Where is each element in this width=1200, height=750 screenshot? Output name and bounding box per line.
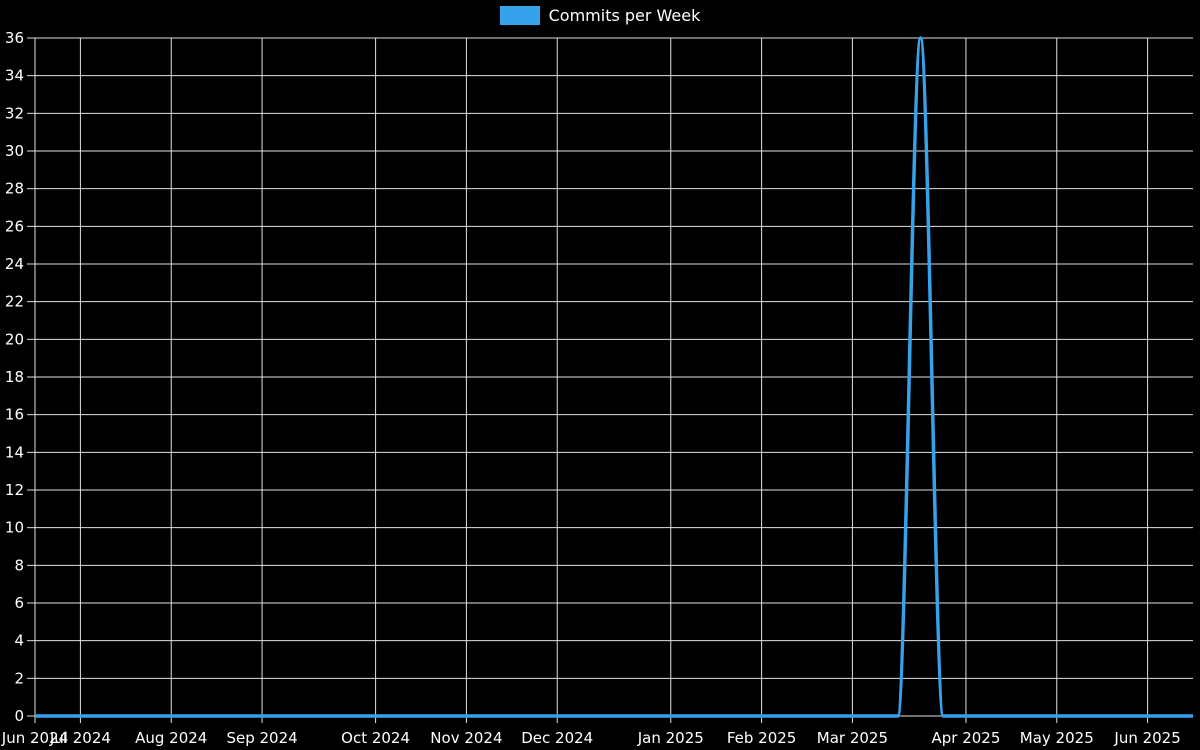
- chart-legend: Commits per Week: [0, 6, 1200, 25]
- x-tick-label: Jun 2025: [1113, 729, 1180, 747]
- y-tick-label: 36: [5, 29, 24, 47]
- x-tick-label: Apr 2025: [931, 729, 1000, 747]
- legend-swatch: [499, 6, 540, 25]
- y-tick-label: 20: [5, 330, 24, 348]
- x-tick-label: Mar 2025: [817, 729, 888, 747]
- y-tick-label: 30: [5, 142, 24, 160]
- series-line-commits-per-week: [35, 36, 1193, 718]
- x-tick-label: Oct 2024: [341, 729, 410, 747]
- y-tick-label: 24: [5, 255, 24, 273]
- y-tick-label: 12: [5, 481, 24, 499]
- x-tick-label: Jul 2024: [49, 729, 111, 747]
- x-tick-label: Jan 2025: [637, 729, 704, 747]
- y-tick-label: 34: [5, 67, 24, 85]
- x-tick-label: Aug 2024: [135, 729, 207, 747]
- x-tick-label: Dec 2024: [521, 729, 593, 747]
- x-tick-label: Jun 2024: [1, 729, 68, 747]
- y-tick-label: 8: [14, 556, 24, 574]
- y-tick-label: 16: [5, 406, 24, 424]
- y-tick-label: 28: [5, 180, 24, 198]
- y-tick-label: 32: [5, 104, 24, 122]
- y-tick-label: 22: [5, 293, 24, 311]
- y-tick-label: 10: [5, 519, 24, 537]
- y-tick-label: 6: [14, 594, 24, 612]
- y-tick-label: 2: [14, 669, 24, 687]
- y-tick-label: 4: [14, 632, 24, 650]
- x-tick-label: May 2025: [1020, 729, 1094, 747]
- x-tick-label: Nov 2024: [430, 729, 502, 747]
- legend-item-commits-per-week[interactable]: Commits per Week: [499, 6, 701, 25]
- x-tick-label: Feb 2025: [727, 729, 797, 747]
- y-tick-label: 14: [5, 443, 24, 461]
- legend-label: Commits per Week: [548, 6, 701, 25]
- y-tick-label: 18: [5, 368, 24, 386]
- x-tick-label: Sep 2024: [226, 729, 297, 747]
- y-tick-label: 26: [5, 217, 24, 235]
- y-tick-label: 0: [14, 707, 24, 725]
